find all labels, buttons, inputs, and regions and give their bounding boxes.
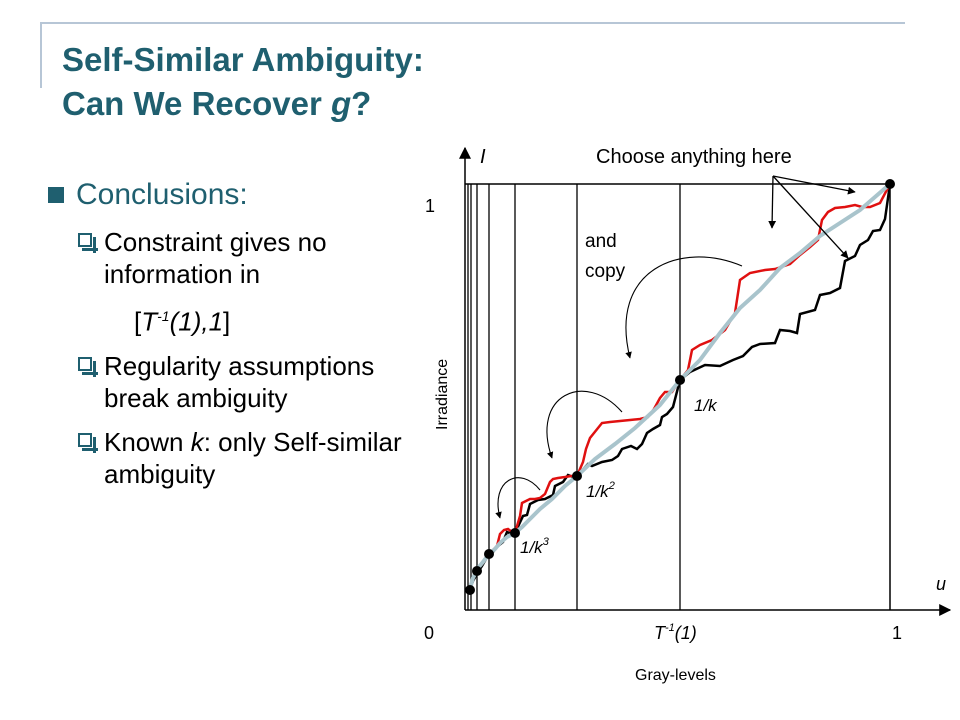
checkbox-bullet-icon xyxy=(78,233,98,253)
x-tick-mid: T-1(1) xyxy=(654,622,697,643)
bullet-conclusions: Conclusions: xyxy=(40,176,410,214)
choose-arrows xyxy=(768,175,856,259)
x-tick-mid-t: T xyxy=(654,623,667,643)
point-label-k2: 1/k2 xyxy=(586,480,615,501)
sub-bullet-known-k-suffix: : only Self-similar ambiguity xyxy=(104,426,402,489)
and-annotation: and xyxy=(585,231,617,252)
x-axis-var: u xyxy=(936,574,946,594)
interval-close: ] xyxy=(223,306,231,337)
title-line-2: Can We Recover g? xyxy=(62,82,424,126)
point-label-k2-sup: 2 xyxy=(608,480,615,492)
x-tick-mid-arg: (1) xyxy=(675,623,697,643)
x-axis-label: Gray-levels xyxy=(635,667,716,684)
slide-title: Self-Similar Ambiguity: Can We Recover g… xyxy=(62,38,424,126)
title-line-1: Self-Similar Ambiguity: xyxy=(62,41,424,78)
point-label-k1-base: 1/k xyxy=(694,396,718,415)
title-frame-top xyxy=(40,22,905,24)
point-label-k3: 1/k3 xyxy=(520,536,550,557)
square-bullet-icon xyxy=(48,187,64,203)
interval-expression: [T-1(1),1] xyxy=(40,300,410,338)
point-label-k3-sup: 3 xyxy=(543,536,550,548)
sub-bullet-known-k-prefix: Known xyxy=(104,426,191,457)
title-var-g: g xyxy=(331,85,352,122)
x-tick-zero: 0 xyxy=(424,623,434,643)
copy-arcs xyxy=(495,256,743,519)
y-tick-one: 1 xyxy=(425,196,435,216)
sub-bullet-known-k-var: k xyxy=(190,426,204,457)
y-axis-var: I xyxy=(480,146,486,168)
x-tick-one: 1 xyxy=(892,623,902,643)
vertical-guides xyxy=(467,184,681,610)
checkbox-bullet-icon xyxy=(78,356,98,377)
point-label-k2-base: 1/k xyxy=(586,482,610,501)
interval-arg: (1),1 xyxy=(169,306,224,337)
key-points xyxy=(465,179,895,595)
interval-sup: -1 xyxy=(157,308,170,324)
sub-bullet-regularity: Regularity assumptions break ambiguity xyxy=(40,350,410,414)
sub-bullet-known-k: Known k: only Self-similar ambiguity xyxy=(40,426,410,490)
interval-t: T xyxy=(141,306,158,337)
point-label-k1: 1/k xyxy=(694,396,718,415)
gray-curve xyxy=(467,182,892,593)
interval-open: [ xyxy=(134,306,142,337)
sub-bullet-constraint: Constraint gives no information in xyxy=(40,226,410,290)
bullet-conclusions-text: Conclusions: xyxy=(76,178,248,211)
point-label-k3-base: 1/k xyxy=(520,538,544,557)
x-tick-mid-sup: -1 xyxy=(665,622,675,634)
title-line-2-suffix: ? xyxy=(351,85,372,122)
title-frame-left xyxy=(40,22,42,88)
sub-bullet-regularity-text: Regularity assumptions break ambiguity xyxy=(104,350,375,413)
copy-annotation: copy xyxy=(585,261,626,282)
bullet-list: Conclusions: Constraint gives no informa… xyxy=(40,176,410,490)
choose-annotation: Choose anything here xyxy=(596,146,792,168)
y-axis-label: Irradiance xyxy=(434,359,451,430)
checkbox-bullet-icon xyxy=(78,432,98,453)
title-line-2-prefix: Can We Recover xyxy=(62,85,331,122)
sub-bullet-constraint-text: Constraint gives no information in xyxy=(104,227,327,289)
